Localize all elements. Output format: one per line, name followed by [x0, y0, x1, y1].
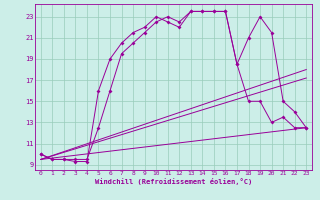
- X-axis label: Windchill (Refroidissement éolien,°C): Windchill (Refroidissement éolien,°C): [95, 178, 252, 185]
